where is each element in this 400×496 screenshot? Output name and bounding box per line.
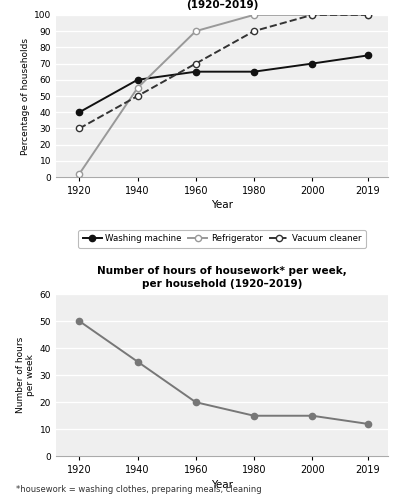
X-axis label: Year: Year <box>211 480 233 490</box>
X-axis label: Year: Year <box>211 200 233 210</box>
Text: *housework = washing clothes, preparing meals, cleaning: *housework = washing clothes, preparing … <box>16 485 262 494</box>
Y-axis label: Percentage of households: Percentage of households <box>21 38 30 155</box>
Title: Percentage of households with electrical appliances
(1920–2019): Percentage of households with electrical… <box>68 0 376 10</box>
Legend: Washing machine, Refrigerator, Vacuum cleaner: Washing machine, Refrigerator, Vacuum cl… <box>78 230 366 248</box>
Title: Number of hours of housework* per week,
per household (1920–2019): Number of hours of housework* per week, … <box>97 266 347 289</box>
Y-axis label: Number of hours
per week: Number of hours per week <box>16 337 36 413</box>
